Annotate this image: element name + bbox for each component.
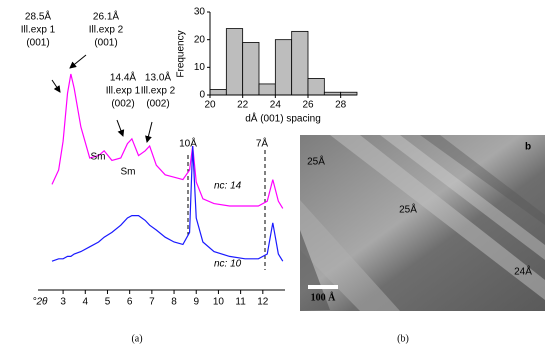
x-tick-label: 11 <box>235 297 246 308</box>
series-label: nc: 14 <box>214 181 242 192</box>
panel-caption: (b) <box>397 333 409 344</box>
y-tick-label: 10 <box>194 62 206 73</box>
x-tick-label: 10 <box>213 297 225 308</box>
scale-bar-label: 100 Å <box>311 291 337 303</box>
bar <box>258 83 276 96</box>
y-axis-label: Frequency <box>176 30 187 77</box>
bar <box>307 78 325 96</box>
spacing-label: 24Å <box>514 265 532 278</box>
x-tick-label: 26 <box>302 100 314 111</box>
annotation: 28.5Å <box>25 10 51 23</box>
x-tick-label: 28 <box>335 100 347 111</box>
annotation: (002) <box>146 99 169 110</box>
annotation: Sm <box>91 152 106 163</box>
annotation: 26.1Å <box>93 10 119 23</box>
annotation: (001) <box>94 38 117 49</box>
tem-image <box>300 135 545 311</box>
annotation: (002) <box>111 99 134 110</box>
annotation: Sm <box>121 167 136 178</box>
bar <box>209 89 227 96</box>
spacing-label: 25Å <box>307 155 325 168</box>
x-tick-label: 8 <box>171 297 177 308</box>
xrd-line <box>51 73 284 209</box>
y-tick-label: 20 <box>194 34 206 45</box>
annotation: Ill.exp 1 <box>106 86 141 97</box>
series-label: nc: 10 <box>214 259 242 270</box>
bar <box>225 28 244 96</box>
bar <box>242 42 260 96</box>
annotation: (001) <box>26 38 49 49</box>
x-tick-label: 4 <box>83 297 89 308</box>
annotation: 10Å <box>179 137 197 150</box>
x-axis-label: dÅ (001) spacing <box>245 112 321 125</box>
annotation: Ill.exp 1 <box>21 25 56 36</box>
panel-caption: (a) <box>131 333 142 344</box>
x-tick-label: 22 <box>237 100 249 111</box>
x-tick-label: 5 <box>105 297 111 308</box>
annotation: 14.4Å <box>110 71 136 84</box>
annotation: 7Å <box>256 137 269 150</box>
x-tick-label: 24 <box>270 100 282 111</box>
bar <box>274 39 293 96</box>
annotation: Ill.exp 2 <box>141 86 176 97</box>
spacing-label: 25Å <box>399 203 417 216</box>
arrows <box>51 54 266 270</box>
annotation: 13.0Å <box>145 71 171 84</box>
xrd-line <box>51 145 284 262</box>
x-tick-label: 7 <box>149 297 155 308</box>
panel-letter: b <box>525 142 531 153</box>
x-tick-label: 6 <box>127 297 133 308</box>
annotation: Ill.exp 2 <box>89 25 124 36</box>
x-tick-label: 12 <box>257 297 269 308</box>
x-axis-label: °2θ <box>33 297 49 308</box>
bar <box>291 30 309 96</box>
x-tick-label: 20 <box>204 100 216 111</box>
x-tick-label: 9 <box>193 297 199 308</box>
y-tick-label: 0 <box>199 90 205 101</box>
x-tick-label: 3 <box>60 297 66 308</box>
y-tick-label: 30 <box>194 7 206 18</box>
